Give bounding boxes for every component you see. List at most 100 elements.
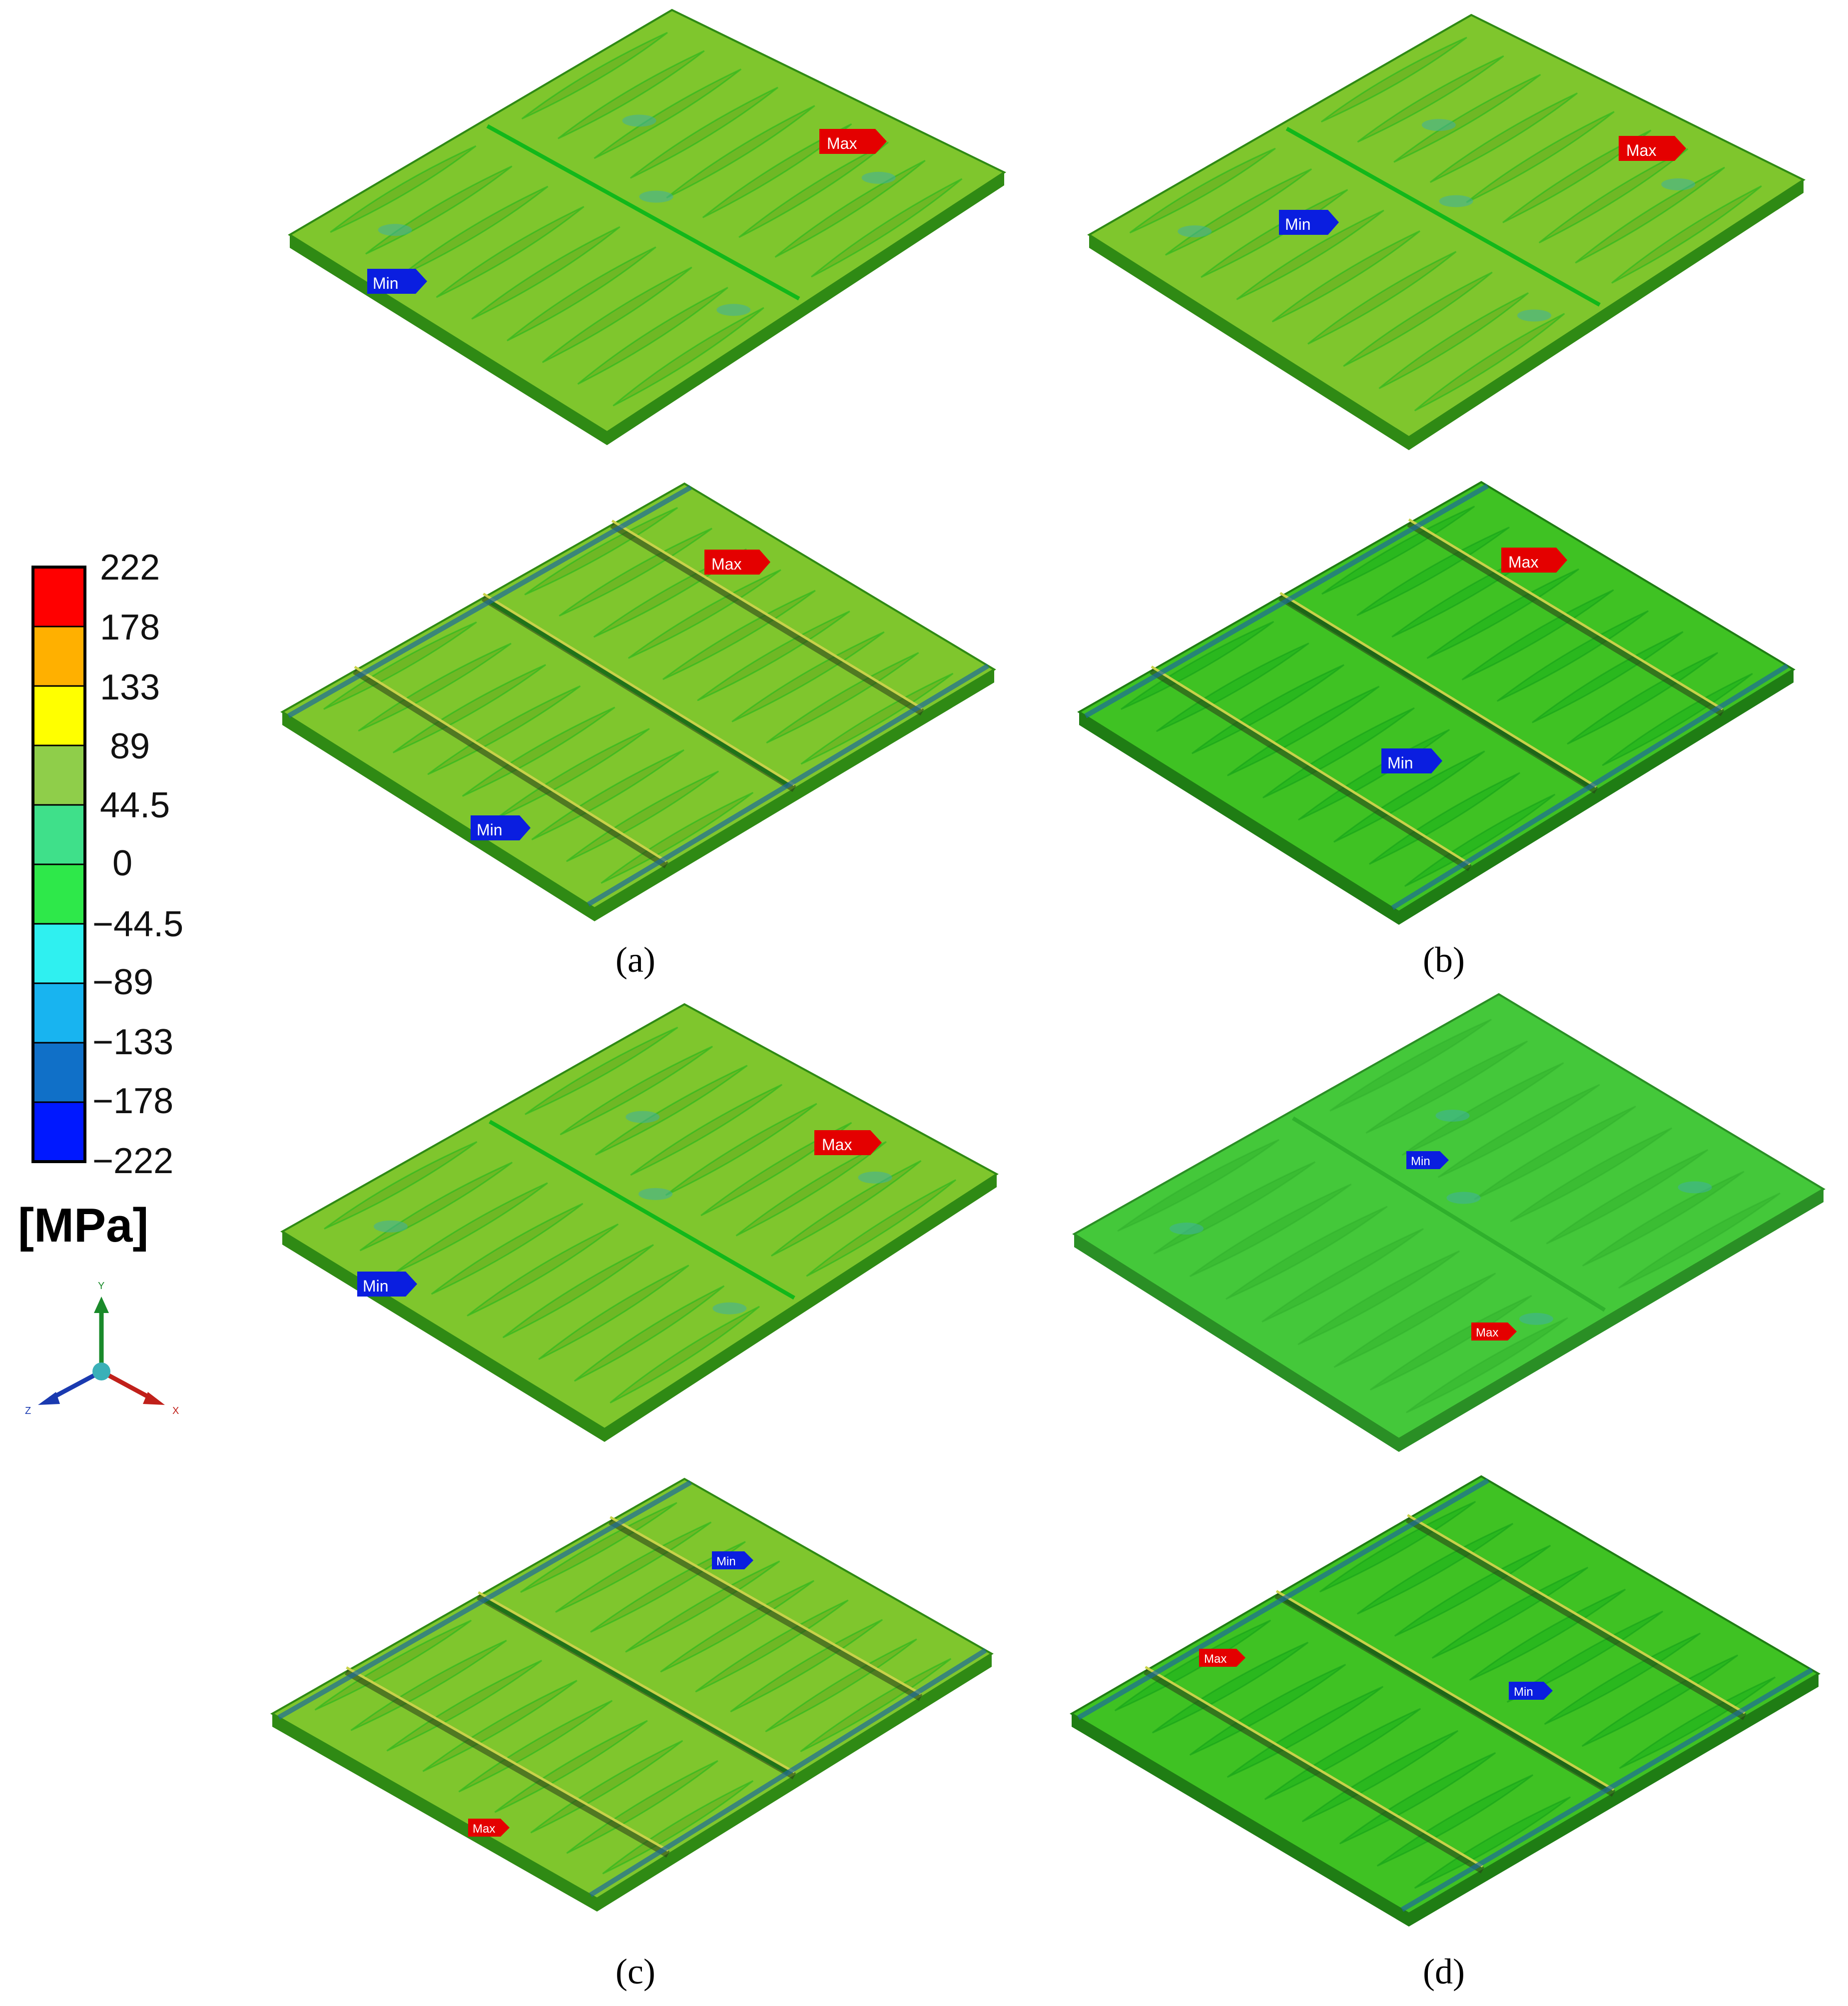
contour-region [766,652,919,744]
legend-tick-label: 0 [112,843,132,883]
coordinate-triad: Y X Z [25,1281,179,1416]
legend-tick-label: −178 [92,1081,173,1121]
contour-region [1401,1062,1564,1156]
contour-region [1538,148,1689,244]
frame-rail [287,485,692,718]
contour-region [1567,652,1719,745]
contour-region [330,145,477,233]
max-tag-label: Max [1204,1652,1227,1666]
frame-beam [345,1668,670,1858]
contour-region [1356,1523,1514,1615]
min-tag-shape [712,1551,753,1569]
contour-region [774,159,926,258]
contour-region [800,672,954,765]
max-tag-shape [704,550,770,575]
frame-beam [609,1518,923,1701]
plate-surface [1072,993,1826,1440]
plate-surface [1087,13,1806,439]
contour-region [1510,1127,1673,1223]
low-stress-spot [374,1220,408,1233]
min-tag-label: Min [1285,215,1311,233]
frame-beam [1150,668,1472,871]
contour-region [1357,55,1504,143]
contour-region [1546,1149,1709,1245]
contour-region [520,1502,677,1593]
frame-beam-highlight [1408,518,1724,710]
legend-color-band [33,567,85,627]
min-tag: Min [1381,748,1442,773]
max-tag: Max [704,550,770,575]
max-tag-shape [1501,548,1567,573]
contour-region [395,1182,548,1273]
contour-region [1544,1632,1701,1725]
max-min-tags: Max Min Max Min Max Min Max [357,129,1686,1837]
contour-region [559,528,712,617]
contour-region [665,1103,817,1196]
legend-tick-label: −44.5 [92,904,183,944]
contour-region [771,1160,922,1257]
frame-beam-highlight [1145,1666,1483,1868]
legend-color-band [33,924,85,984]
plate-views [270,8,1826,1927]
contour-region [730,1619,883,1713]
panel-captions: (a) (b) (c) (d) [616,940,1465,1992]
min-tag-label: Min [1411,1155,1430,1168]
min-tag-label: Min [373,274,399,292]
min-tag: Min [471,815,531,840]
low-stress-spot [712,1302,747,1315]
frame-rail [589,1648,987,1897]
min-tag-shape [1381,748,1442,773]
min-tag: Min [1509,1682,1553,1700]
z-axis-arrowhead [38,1392,60,1405]
plate-center-line [1291,1116,1606,1312]
contour-region [1297,1250,1460,1345]
plate-view [1072,993,1826,1452]
contour-region [1356,526,1510,617]
plate-center-line [486,124,800,301]
low-stress-spot [1178,225,1212,238]
contour-region [1307,251,1457,345]
legend-tick-label: 44.5 [100,785,170,825]
contour-region [1319,1501,1476,1593]
max-tag-label: Max [827,134,857,152]
contour-region [1414,313,1565,412]
contour-region [735,1141,887,1237]
legend-color-band [33,1102,85,1162]
contour-region [538,1265,689,1360]
frame-beam [1274,1592,1616,1797]
max-tag-shape [1619,136,1686,161]
contour-region [558,50,705,139]
plate-view [1077,481,1796,925]
contour-region [555,1521,712,1613]
contour-region [1117,1139,1279,1232]
contour-region [666,105,815,199]
min-tag-label: Min [477,821,503,839]
color-legend: 222 178 133 89 44.5 0 −44.5 −89 −133 −17… [18,548,183,1252]
frame-beam-highlight [1151,666,1471,865]
contour-region [1581,1654,1739,1747]
contour-region [811,178,963,278]
min-tag-label: Min [1514,1685,1533,1699]
max-tag: Max [1471,1323,1517,1340]
contour-region [467,1223,619,1317]
contour-region [1189,1183,1352,1278]
plate-center-line [1285,126,1601,307]
min-tag-label: Min [1387,754,1413,772]
plate-view [280,482,996,921]
max-tag-shape [814,1130,882,1155]
caption-c: (c) [616,1952,655,1992]
min-tag-shape [357,1272,417,1297]
plate-surface [1077,481,1796,913]
contour-region [1619,1676,1776,1769]
legend-tick-label: 222 [100,548,160,588]
legend-tick-label: 133 [100,668,160,707]
low-stress-spot [1517,309,1551,322]
contour-region [595,1065,748,1156]
contour-region [1321,506,1475,595]
plate-view [1087,13,1806,450]
frame-beam-highlight [483,593,795,786]
min-tag: Min [712,1551,753,1569]
frame-rail [1400,1667,1814,1912]
low-stress-spot [1435,1110,1470,1122]
